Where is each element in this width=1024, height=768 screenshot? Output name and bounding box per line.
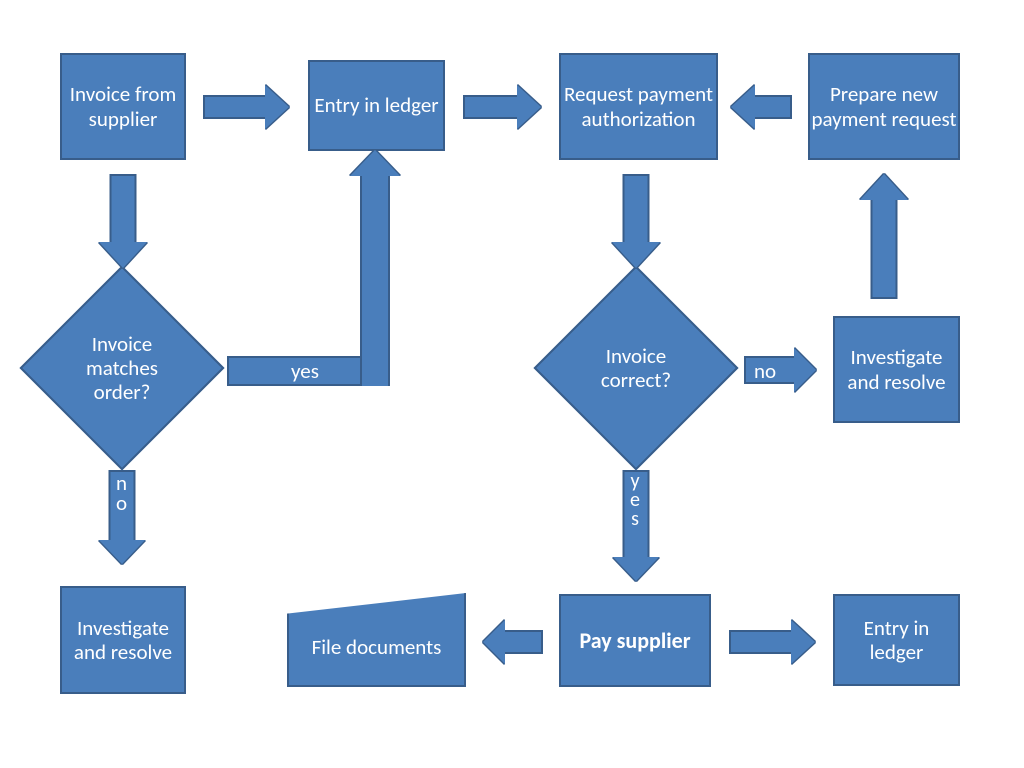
arrow-label-yes: yes — [291, 358, 319, 384]
arrow-invoice-to-matches — [99, 174, 147, 268]
node-entry-in-ledger-bottom: Entry in ledger — [833, 594, 960, 686]
arrow-correct-no-to-investigate: no — [744, 347, 816, 392]
node-label: Investigate and resolve — [62, 616, 184, 664]
arrow-label-no: no — [754, 358, 776, 384]
arrow-request-to-correct — [612, 174, 660, 268]
arrow-ledger-to-request — [463, 84, 541, 129]
node-label: Invoice matches order? — [51, 328, 193, 408]
node-label: File documents — [306, 617, 448, 663]
node-entry-in-ledger-top: Entry in ledger — [308, 60, 445, 151]
node-invoice-matches-order: Invoice matches order? — [22, 268, 222, 468]
node-label: Invoice correct? — [570, 340, 702, 396]
arrow-pay-to-file — [483, 619, 543, 664]
node-label: Entry in ledger — [835, 616, 958, 664]
arrow-prepare-to-request — [731, 84, 792, 129]
node-label: Invoice from supplier — [62, 82, 184, 130]
node-invoice-from-supplier: Invoice from supplier — [60, 53, 186, 160]
arrow-correct-yes-to-pay: y e s — [613, 470, 659, 581]
arrow-pay-to-ledger — [729, 619, 815, 664]
node-label: Investigate and resolve — [835, 345, 958, 393]
node-label: Entry in ledger — [314, 93, 438, 117]
arrow-investigate-to-prepare — [860, 174, 908, 299]
node-investigate-resolve-left: Investigate and resolve — [60, 586, 186, 694]
node-invoice-correct: Invoice correct? — [536, 268, 736, 468]
node-pay-supplier: Pay supplier — [559, 594, 711, 687]
node-label: Prepare new payment request — [810, 82, 958, 130]
node-investigate-resolve-right: Investigate and resolve — [833, 316, 960, 423]
node-request-payment-authorization: Request payment authorization — [559, 53, 718, 160]
arrow-matches-no-to-investigate: n o — [99, 470, 145, 564]
node-file-documents: File documents — [287, 593, 466, 687]
node-label: Request payment authorization — [561, 82, 716, 130]
arrow-label-yes-vertical: y e s — [630, 472, 640, 529]
node-prepare-new-payment-request: Prepare new payment request — [808, 53, 960, 160]
flowchart-stage: Invoice from supplier Entry in ledger Re… — [0, 0, 1024, 768]
node-label: Pay supplier — [579, 628, 690, 653]
arrow-invoice-to-ledger — [203, 84, 289, 129]
arrow-label-no-vertical: n o — [116, 474, 127, 514]
